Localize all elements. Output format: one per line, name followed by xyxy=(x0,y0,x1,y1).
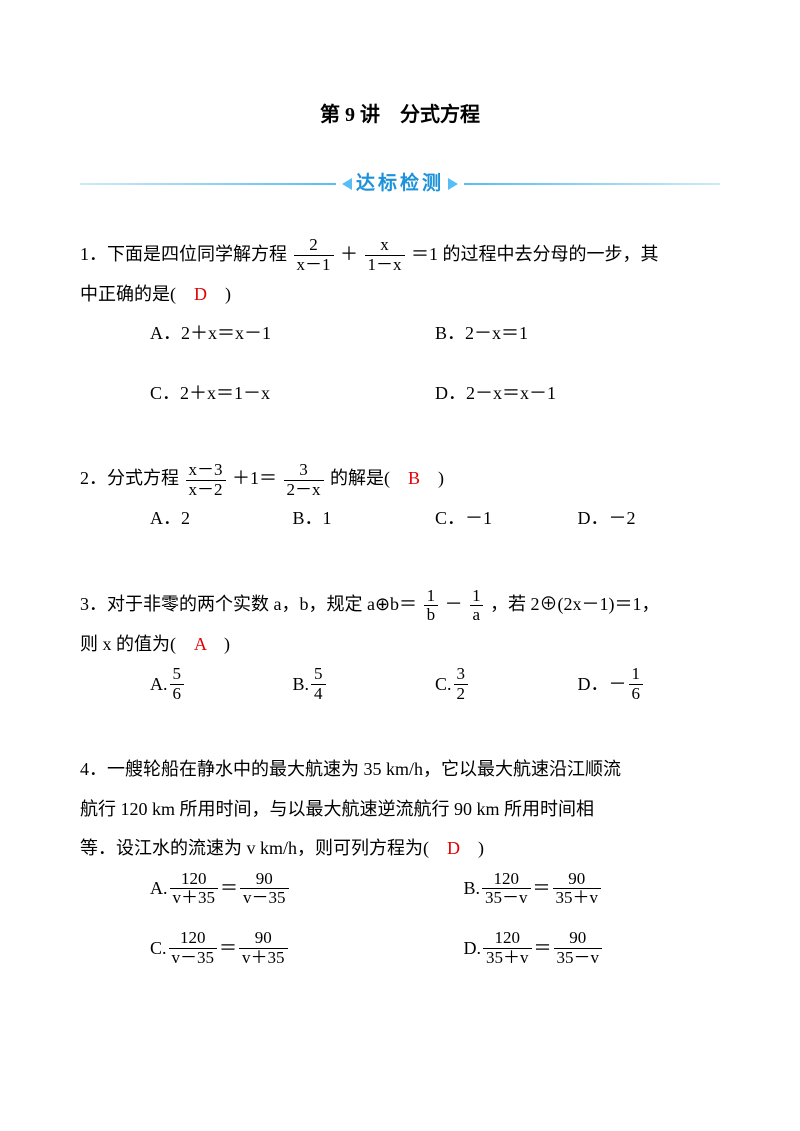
q1-stem: 1．下面是四位同学解方程 2 x－1 ＋ x 1－x ＝1 的过程中去分母的一步… xyxy=(80,235,720,275)
section-banner: 达标检测 xyxy=(80,170,720,199)
q1-optD: D．2－x＝x－1 xyxy=(435,374,720,414)
q4-optA: A. 120v＋35 ＝ 90v－35 xyxy=(150,869,464,909)
q2-stem: 2．分式方程 x－3 x－2 ＋1＝ 3 2－x 的解是( B ) xyxy=(80,459,720,499)
q3-options: A. 5 6 B. 5 4 C. 3 2 xyxy=(80,665,720,725)
page-title: 第 9 讲 分式方程 xyxy=(80,100,720,130)
q1-plus: ＋ xyxy=(340,244,358,264)
question-1: 1．下面是四位同学解方程 2 x－1 ＋ x 1－x ＝1 的过程中去分母的一步… xyxy=(80,235,720,434)
triangle-right-icon xyxy=(342,178,352,190)
banner-line-right xyxy=(464,183,720,185)
q4-optB: B. 12035－v ＝ 9035＋v xyxy=(464,869,721,909)
q4-row1: A. 120v＋35 ＝ 90v－35 B. 12035－v ＝ 9035＋v xyxy=(150,869,720,909)
q3-optB: B. 5 4 xyxy=(293,665,436,705)
q4-options: A. 120v＋35 ＝ 90v－35 B. 12035－v ＝ 9035＋v … xyxy=(80,869,720,968)
q2-optD: D．－2 xyxy=(578,499,721,539)
q3-stem-line2: 则 x 的值为( A ) xyxy=(80,625,720,665)
triangle-left-icon xyxy=(448,178,458,190)
q1-optC: C．2＋x＝1－x xyxy=(150,374,435,414)
q3-stem-line1: 3．对于非零的两个实数 a，b，规定 a⊕b＝ 1 b － 1 a ，若 2⊕(… xyxy=(80,585,720,625)
q3-frac2: 1 a xyxy=(469,587,484,625)
q1-optA: A．2＋x＝x－1 xyxy=(150,314,435,354)
question-4: 4．一艘轮船在静水中的最大航速为 35 km/h，它以最大航速沿江顺流 航行 1… xyxy=(80,750,720,968)
q4-row2: C. 120v－35 ＝ 90v＋35 D. 12035＋v ＝ 9035－v xyxy=(150,929,720,969)
q4-line1: 4．一艘轮船在静水中的最大航速为 35 km/h，它以最大航速沿江顺流 xyxy=(80,750,720,790)
q2-answer: B xyxy=(408,468,420,488)
q2-frac2: 3 2－x xyxy=(284,461,324,499)
q3-answer: A xyxy=(194,634,206,654)
q3-optA: A. 5 6 xyxy=(150,665,293,705)
question-3: 3．对于非零的两个实数 a，b，规定 a⊕b＝ 1 b － 1 a ，若 2⊕(… xyxy=(80,585,720,724)
q3-frac1: 1 b xyxy=(424,587,439,625)
q1-optB: B．2－x＝1 xyxy=(435,314,720,354)
banner-label: 达标检测 xyxy=(342,170,458,199)
q1-frac1: 2 x－1 xyxy=(294,236,334,274)
q4-line3: 等．设江水的流速为 v km/h，则可列方程为( D ) xyxy=(80,829,720,869)
q4-optC: C. 120v－35 ＝ 90v＋35 xyxy=(150,929,464,969)
q4-answer: D xyxy=(447,838,460,858)
q4-line2: 航行 120 km 所用时间，与以最大航速逆流航行 90 km 所用时间相 xyxy=(80,790,720,830)
banner-text: 达标检测 xyxy=(356,170,444,199)
question-2: 2．分式方程 x－3 x－2 ＋1＝ 3 2－x 的解是( B ) A．2 B．… xyxy=(80,459,720,559)
q3-optD: D．－ 1 6 xyxy=(578,665,721,705)
q3-optC: C. 3 2 xyxy=(435,665,578,705)
q2-options: A．2 B．1 C．－1 D．－2 xyxy=(80,499,720,559)
q2-optA: A．2 xyxy=(150,499,293,539)
q1-stem-line2: 中正确的是( D ) xyxy=(80,275,720,315)
q2-optB: B．1 xyxy=(293,499,436,539)
q1-frac2: x 1－x xyxy=(365,236,405,274)
worksheet-page: 第 9 讲 分式方程 达标检测 1．下面是四位同学解方程 2 x－1 ＋ x 1… xyxy=(0,0,800,1131)
banner-line-left xyxy=(80,183,336,185)
q1-options: A．2＋x＝x－1 B．2－x＝1 C．2＋x＝1－x D．2－x＝x－1 xyxy=(80,314,720,433)
q1-answer: D xyxy=(194,284,207,304)
q2-optC: C．－1 xyxy=(435,499,578,539)
q4-optD: D. 12035＋v ＝ 9035－v xyxy=(464,929,721,969)
q1-stem-pre: 1．下面是四位同学解方程 xyxy=(80,244,287,264)
q1-stem-post: ＝1 的过程中去分母的一步，其 xyxy=(411,244,659,264)
q2-frac1: x－3 x－2 xyxy=(186,461,226,499)
